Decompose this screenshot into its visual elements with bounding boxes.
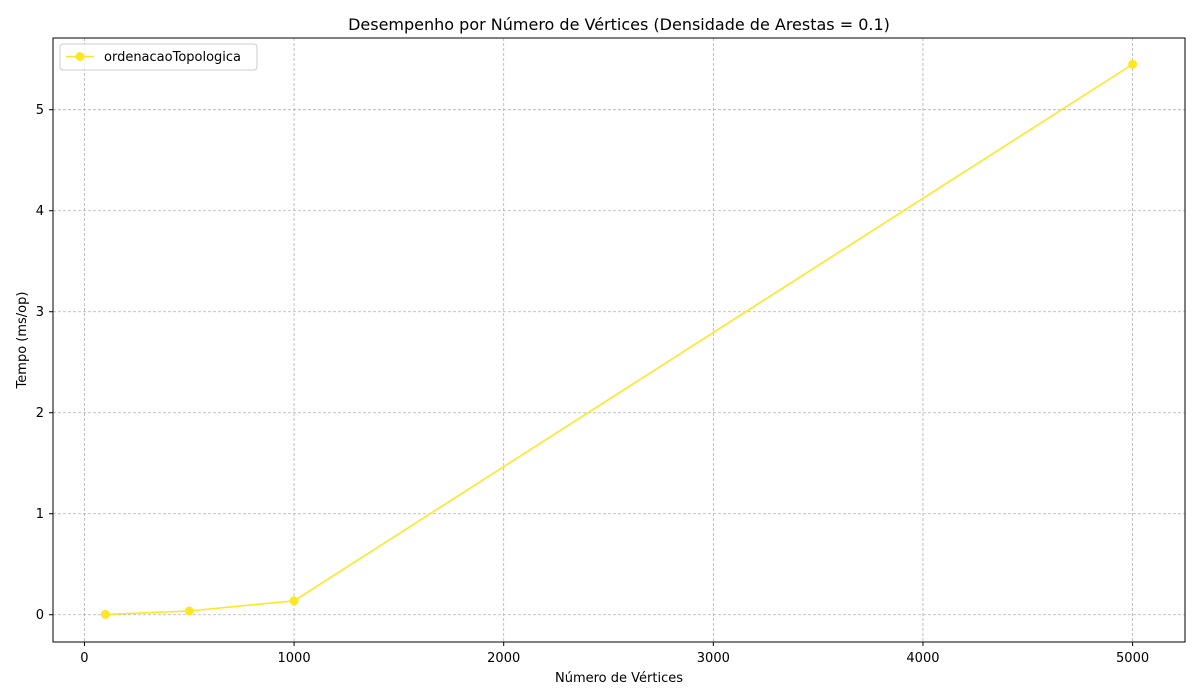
data-point bbox=[1128, 59, 1138, 69]
y-tick-label: 2 bbox=[36, 406, 44, 421]
chart-title: Desempenho por Número de Vértices (Densi… bbox=[348, 15, 890, 34]
x-tick-label: 1000 bbox=[278, 651, 311, 666]
x-tick-label: 3000 bbox=[697, 651, 730, 666]
series-layer bbox=[100, 59, 1138, 619]
series-line bbox=[105, 63, 1134, 616]
data-point bbox=[100, 609, 110, 619]
x-tick-label: 2000 bbox=[487, 651, 520, 666]
y-tick-label: 1 bbox=[36, 507, 44, 522]
legend-box bbox=[59, 43, 258, 71]
y-tick-label: 4 bbox=[36, 204, 44, 219]
y-axis-label: Tempo (ms/op) bbox=[15, 292, 30, 390]
x-tick-label: 5000 bbox=[1116, 651, 1149, 666]
x-tick-label: 4000 bbox=[906, 651, 939, 666]
y-tick-label: 0 bbox=[36, 608, 44, 623]
plot-area-frame bbox=[52, 37, 1186, 643]
x-tick-label: 0 bbox=[80, 651, 88, 666]
grid-lines bbox=[53, 38, 1185, 642]
axis-ticks: 0 1000 2000 3000 4000 5000 0 1 2 3 4 5 bbox=[36, 103, 1149, 666]
data-point bbox=[184, 606, 194, 616]
x-axis-label: Número de Vértices bbox=[555, 671, 683, 686]
legend: ordenacaoTopologica bbox=[59, 43, 258, 71]
legend-label: ordenacaoTopologica bbox=[104, 50, 241, 65]
legend-marker-sample bbox=[75, 52, 85, 61]
y-tick-label: 5 bbox=[36, 103, 44, 118]
y-tick-label: 3 bbox=[36, 305, 44, 320]
data-point bbox=[289, 596, 299, 606]
